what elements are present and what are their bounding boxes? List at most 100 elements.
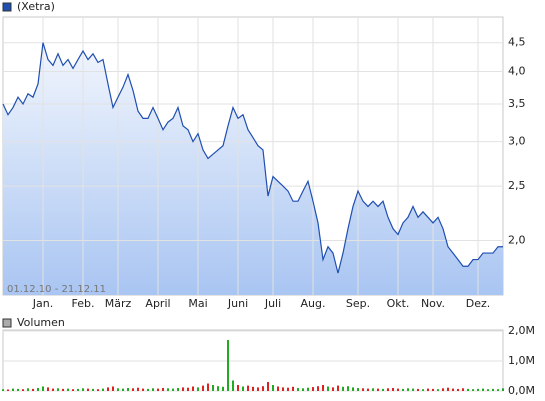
volume-bar — [182, 387, 184, 391]
volume-bar — [72, 389, 74, 391]
volume-bar — [172, 388, 174, 391]
volume-bar — [217, 386, 219, 391]
volume-bar — [17, 388, 19, 391]
volume-bar — [27, 388, 29, 391]
volume-bar — [82, 388, 84, 391]
volume-bar — [317, 386, 319, 391]
volume-bar — [432, 388, 434, 391]
volume-bar — [167, 388, 169, 391]
x-tick-label: Juli — [264, 297, 281, 310]
volume-bar — [157, 388, 159, 391]
x-tick-label: Nov. — [421, 297, 445, 310]
volume-bar — [207, 383, 209, 391]
volume-bar — [42, 386, 44, 391]
legend-swatch — [2, 2, 12, 12]
volume-bar — [197, 387, 199, 391]
volume-bar — [7, 389, 9, 391]
x-tick-label: April — [145, 297, 170, 310]
volume-bar — [57, 388, 59, 391]
volume-bar — [472, 389, 474, 391]
volume-bar — [287, 387, 289, 391]
volume-bar — [307, 387, 309, 391]
volume-bar — [292, 386, 294, 391]
volume-bar — [387, 388, 389, 391]
y-tick-label: 2,5 — [508, 179, 526, 192]
x-tick-label: Sep. — [346, 297, 370, 310]
volume-bar — [297, 388, 299, 391]
volume-bar — [22, 389, 24, 391]
volume-bar — [402, 388, 404, 391]
volume-bar — [282, 387, 284, 391]
volume-bar — [222, 386, 224, 391]
volume-bar — [242, 386, 244, 391]
volume-bar — [92, 388, 94, 391]
volume-bar — [362, 388, 364, 391]
volume-bar — [392, 388, 394, 391]
volume-bar — [147, 388, 149, 391]
date-range: 01.12.10 - 21.12.11 — [7, 284, 106, 295]
volume-bar — [467, 388, 469, 391]
volume-bar — [137, 387, 139, 391]
y-tick-label: 3,5 — [508, 97, 526, 110]
volume-bar — [12, 388, 14, 391]
volume-bar — [122, 388, 124, 391]
volume-bar — [417, 388, 419, 391]
price-line — [2, 42, 503, 274]
volume-bar — [102, 388, 104, 391]
volume-bar — [487, 389, 489, 391]
volume-bar — [87, 388, 89, 391]
x-tick-label: Juni — [227, 297, 248, 310]
x-tick-label: Okt. — [387, 297, 410, 310]
volume-bar — [127, 388, 129, 391]
volume-bar — [162, 388, 164, 391]
y-tick-label: 3,0 — [508, 135, 526, 148]
y-tick-label: 4,5 — [508, 36, 526, 49]
volume-bar — [227, 340, 229, 391]
volume-bar — [477, 388, 479, 391]
volume-bar — [272, 385, 274, 391]
volume-bar — [437, 389, 439, 391]
volume-bar — [152, 388, 154, 391]
volume-bar — [232, 380, 234, 391]
volume-bar — [32, 388, 34, 391]
x-tick-label: Feb. — [72, 297, 95, 310]
price-area — [3, 42, 503, 296]
volume-bar — [177, 388, 179, 391]
volume-bar — [62, 388, 64, 391]
volume-bar — [67, 388, 69, 391]
volume-bar — [397, 388, 399, 391]
x-tick-label: Dez. — [466, 297, 491, 310]
volume-bar — [352, 387, 354, 391]
volume-bar — [457, 388, 459, 391]
volume-bar — [367, 388, 369, 391]
volume-bar — [412, 388, 414, 391]
volume-bar — [252, 386, 254, 391]
volume-bar — [502, 388, 504, 391]
volume-bar — [442, 388, 444, 391]
volume-bar — [492, 388, 494, 391]
volume-bar — [372, 388, 374, 391]
x-tick-label: Mai — [188, 297, 207, 310]
volume-bar — [482, 388, 484, 391]
volume-bar — [47, 387, 49, 391]
volume-bar — [107, 387, 109, 391]
x-tick-label: März — [105, 297, 132, 310]
volume-bar — [97, 389, 99, 391]
volume-bar — [427, 388, 429, 391]
y-tick-label: 2,0M — [508, 324, 535, 337]
volume-bar — [327, 386, 329, 391]
volume-bar — [187, 387, 189, 391]
volume-bar — [312, 387, 314, 391]
volume-bar — [192, 386, 194, 391]
volume-bar — [277, 386, 279, 391]
volume-bar — [77, 388, 79, 391]
volume-bar — [347, 386, 349, 391]
y-tick-label: 0,0M — [508, 384, 535, 397]
x-tick-label: Jan. — [32, 297, 53, 310]
volume-bar — [422, 389, 424, 391]
y-tick-label: 2,0 — [508, 234, 526, 247]
volume-bar — [37, 388, 39, 391]
x-tick-label: Aug. — [301, 297, 326, 310]
y-tick-label: 4,0 — [508, 64, 526, 77]
